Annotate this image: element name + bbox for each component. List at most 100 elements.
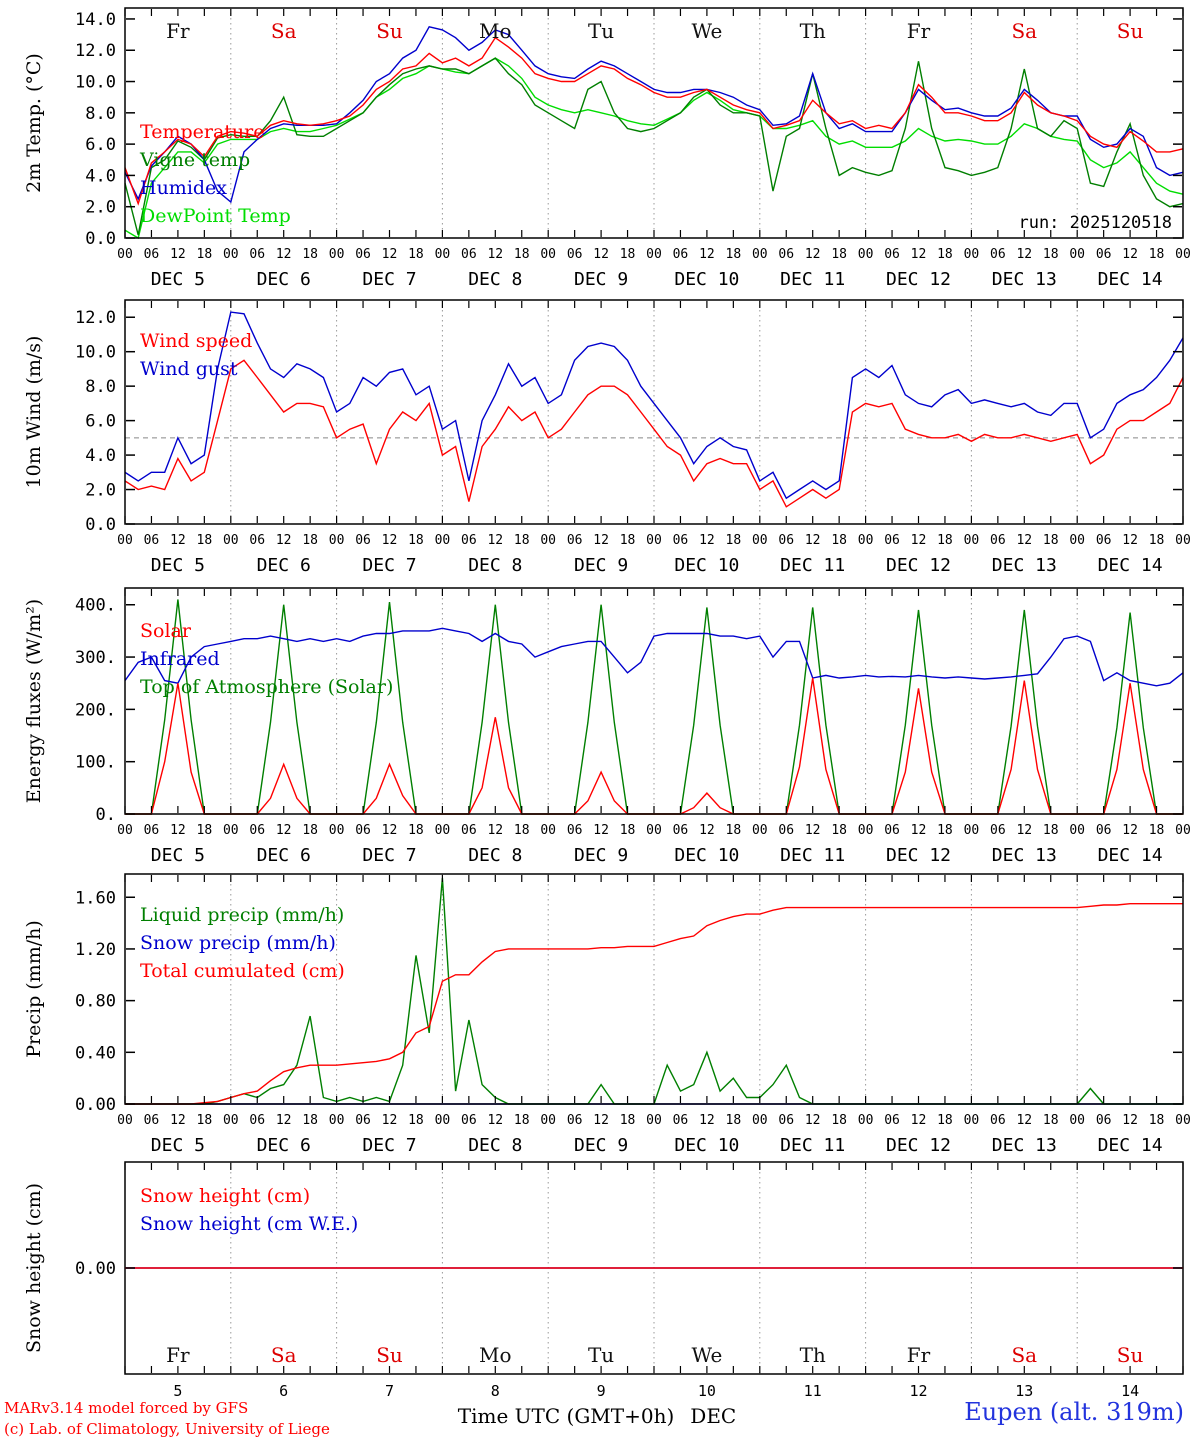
time-tick-label: 06 — [673, 247, 689, 262]
time-tick-label: 18 — [408, 247, 424, 262]
legend-snow-precip: Snow precip (mm/h) — [140, 932, 336, 954]
time-tick-label: 00 — [540, 533, 556, 548]
time-tick-label: 00 — [329, 823, 345, 838]
time-tick-label: 00 — [646, 533, 662, 548]
time-tick-label: 18 — [1149, 533, 1165, 548]
series-toa-solar — [125, 599, 1183, 815]
time-tick-label: 18 — [302, 533, 318, 548]
time-tick-label: 12 — [1016, 533, 1032, 548]
date-label: DEC 6 — [257, 845, 311, 866]
time-tick-label: 00 — [223, 1113, 239, 1128]
day-name-label: Su — [1117, 1343, 1144, 1367]
time-tick-label: 12 — [593, 823, 609, 838]
date-label: DEC 9 — [574, 269, 628, 290]
time-tick-label: 00 — [1175, 533, 1191, 548]
time-tick-label: 06 — [567, 1113, 583, 1128]
run-label: run: 2025120518 — [1018, 213, 1172, 233]
date-label: DEC 8 — [468, 845, 522, 866]
legend-temperature: Temperature — [140, 121, 264, 143]
date-label: DEC 5 — [151, 555, 205, 576]
legend-vigne-temp: Vigne temp — [139, 149, 250, 171]
model-credit: MARv3.14 model forced by GFS (c) Lab. of… — [4, 1398, 330, 1440]
day-name-label: We — [692, 1343, 723, 1367]
panel-frame — [124, 587, 1184, 815]
date-label: DEC 6 — [257, 1135, 311, 1156]
series-temperature — [124, 36, 1184, 206]
time-tick-label: 18 — [514, 247, 530, 262]
time-tick-label: 06 — [990, 823, 1006, 838]
time-tick-label: 06 — [1096, 1113, 1112, 1128]
y-axis-title: 10m Wind (m/s) — [23, 336, 45, 489]
day-number: 6 — [279, 1382, 288, 1400]
time-tick-label: 12 — [487, 823, 503, 838]
date-label: DEC 13 — [992, 269, 1057, 290]
time-tick-label: 18 — [620, 1113, 636, 1128]
time-tick-label: 00 — [1175, 823, 1191, 838]
time-tick-label: 18 — [620, 823, 636, 838]
series-humidex — [124, 25, 1184, 204]
time-tick-label: 00 — [1069, 247, 1085, 262]
time-tick-label: 06 — [778, 533, 794, 548]
date-label: DEC 13 — [992, 1135, 1057, 1156]
day-number: 7 — [385, 1382, 394, 1400]
time-tick-label: 06 — [355, 533, 371, 548]
day-name-label: Th — [800, 19, 826, 43]
time-tick-label: 18 — [1149, 823, 1165, 838]
date-label: DEC 9 — [574, 555, 628, 576]
date-label: DEC 5 — [151, 269, 205, 290]
date-label: DEC 8 — [468, 1135, 522, 1156]
date-label: DEC 7 — [362, 845, 416, 866]
y-tick-label: 0. — [96, 805, 116, 825]
date-label: DEC 10 — [674, 845, 739, 866]
time-tick-label: 12 — [170, 247, 186, 262]
day-name-label: Tu — [588, 19, 614, 43]
time-tick-label: 06 — [144, 823, 160, 838]
time-tick-label: 00 — [752, 823, 768, 838]
day-number: 5 — [173, 1382, 182, 1400]
day-number: 14 — [1121, 1382, 1139, 1400]
time-tick-label: 06 — [355, 247, 371, 262]
time-tick-label: 18 — [514, 1113, 530, 1128]
time-tick-label: 06 — [249, 247, 265, 262]
legend-snow-height-we: Snow height (cm W.E.) — [140, 1213, 358, 1235]
y-tick-label: 10.0 — [75, 343, 116, 363]
time-tick-label: 06 — [778, 823, 794, 838]
time-tick-label: 00 — [117, 823, 133, 838]
time-tick-label: 12 — [911, 1113, 927, 1128]
time-tick-label: 06 — [778, 1113, 794, 1128]
date-label: DEC 9 — [574, 1135, 628, 1156]
time-tick-label: 00 — [329, 247, 345, 262]
series-infrared — [124, 627, 1184, 687]
y-tick-label: 0.00 — [75, 1095, 116, 1115]
time-tick-label: 06 — [355, 1113, 371, 1128]
y-tick-label: 12.0 — [75, 308, 116, 328]
day-number: 11 — [804, 1382, 822, 1400]
day-name-label: Sa — [271, 1343, 297, 1367]
day-number: 13 — [1015, 1382, 1033, 1400]
time-tick-label: 12 — [1122, 1113, 1138, 1128]
time-tick-label: 18 — [302, 247, 318, 262]
y-tick-label: 10.0 — [75, 73, 116, 93]
time-tick-label: 12 — [593, 247, 609, 262]
day-name-label: Sa — [1011, 1343, 1037, 1367]
time-tick-label: 00 — [540, 1113, 556, 1128]
time-tick-label: 18 — [197, 1113, 213, 1128]
time-tick-label: 00 — [858, 247, 874, 262]
y-tick-label: 200. — [75, 700, 116, 720]
date-label: DEC 14 — [1098, 555, 1163, 576]
panel-wind: 0.0 2.0 4.0 6.0 8.0 10.0 12.0 00 06 12 18 00 06 12 18 0… — [23, 299, 1191, 576]
time-tick-label: 18 — [831, 533, 847, 548]
y-tick-label: 400. — [75, 596, 116, 616]
date-label: DEC 13 — [992, 555, 1057, 576]
y-tick-label: 4.0 — [85, 446, 116, 466]
legend-total-cumulated: Total cumulated (cm) — [140, 960, 345, 982]
time-tick-label: 18 — [197, 533, 213, 548]
time-tick-label: 00 — [1175, 247, 1191, 262]
time-tick-label: 12 — [1122, 247, 1138, 262]
x-axis-month-label: DEC — [690, 1404, 737, 1428]
date-label: DEC 12 — [886, 269, 951, 290]
y-tick-label: 1.60 — [75, 888, 116, 908]
time-tick-label: 12 — [382, 533, 398, 548]
time-tick-label: 18 — [408, 823, 424, 838]
